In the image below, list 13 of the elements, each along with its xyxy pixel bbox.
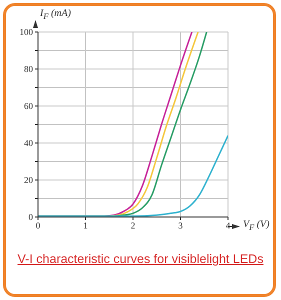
x-tick-label: 2 bbox=[130, 220, 136, 230]
x-axis-title: V$_{F}$ (V) bbox=[243, 219, 270, 232]
x-tick-label: 1 bbox=[83, 220, 88, 230]
y-tick-label: 0 bbox=[28, 212, 34, 222]
y-tick-label: 20 bbox=[24, 175, 34, 186]
x-tick-label: 0 bbox=[36, 220, 41, 230]
y-tick-label: 80 bbox=[24, 64, 34, 74]
x-tick-label: 3 bbox=[178, 220, 184, 230]
y-tick-label: 40 bbox=[24, 138, 34, 148]
y-tick-label: 60 bbox=[24, 101, 34, 112]
text: V-I characteristic curves for visiblelight LEDs bbox=[16, 252, 264, 266]
y-axis-title: I$_{F}$ (mA) bbox=[40, 8, 71, 21]
y-tick-label: 100 bbox=[20, 27, 34, 38]
